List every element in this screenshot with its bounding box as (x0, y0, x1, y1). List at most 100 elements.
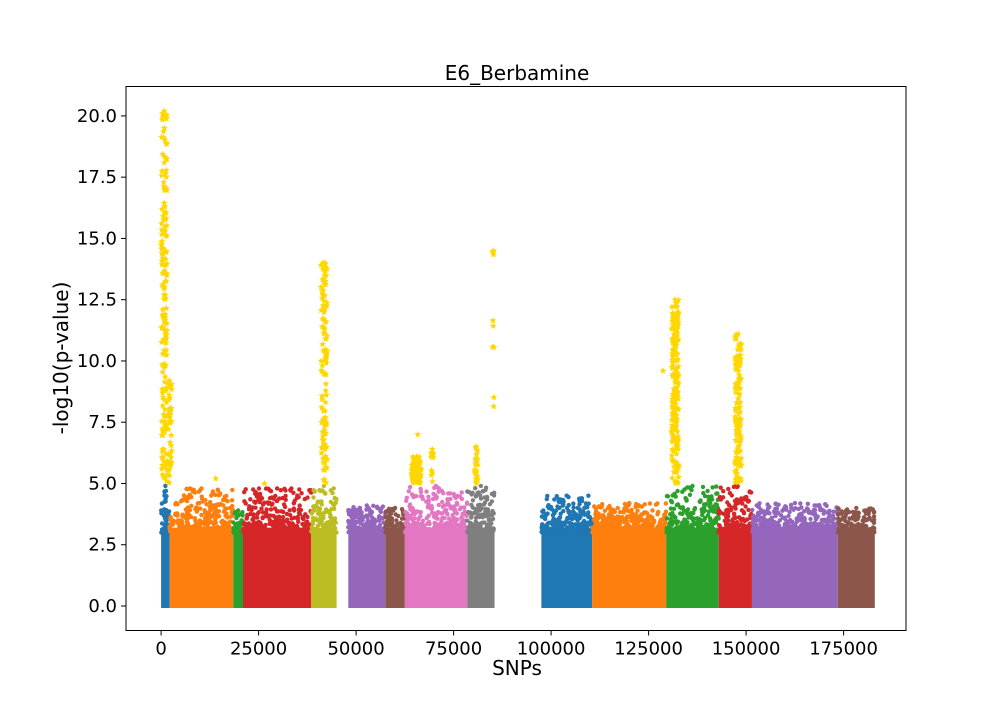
significant-snp-star (167, 462, 174, 469)
snp-point (267, 496, 273, 501)
snp-point (175, 529, 180, 534)
significant-snp-star (734, 346, 742, 353)
chromosome-15-points (836, 505, 877, 608)
snp-point (664, 493, 670, 499)
snp-point (464, 500, 470, 505)
snp-point (213, 506, 218, 511)
significant-snp-star (163, 398, 170, 406)
snp-point (204, 520, 210, 525)
chromosome-4-body (243, 527, 312, 608)
significant-snp-star (159, 431, 167, 438)
snp-point (686, 511, 692, 517)
snp-point (404, 498, 409, 503)
snp-point (487, 502, 493, 507)
snp-point (680, 505, 685, 510)
snp-point (334, 496, 339, 502)
snp-point (312, 489, 317, 494)
snp-point (816, 525, 821, 530)
y-tick-label: 12.5 (77, 290, 117, 311)
snp-point (426, 494, 431, 499)
significant-snp-star (161, 223, 169, 230)
snp-point (224, 493, 229, 499)
snp-point (702, 530, 707, 535)
snp-point (871, 520, 877, 525)
significant-snp-star (162, 335, 170, 342)
snp-point (194, 509, 200, 514)
significant-snp-star (160, 280, 167, 287)
significant-snp-star (673, 332, 680, 340)
significant-snp-star (472, 475, 480, 482)
snp-point (208, 507, 213, 513)
significant-snp-star (670, 463, 678, 470)
significant-snp-star (428, 445, 436, 453)
snp-point (318, 519, 323, 524)
snp-point (798, 501, 803, 506)
snp-point (838, 527, 843, 532)
snp-point (181, 493, 187, 498)
snp-point (248, 529, 254, 534)
snp-point (700, 484, 706, 490)
snp-point (796, 506, 801, 512)
snp-point (491, 493, 497, 498)
snp-point (256, 486, 262, 491)
snp-point (592, 525, 598, 531)
snp-point (796, 513, 802, 519)
snp-point (853, 526, 858, 532)
significant-snp-star (733, 399, 740, 406)
significant-snp-star (473, 450, 480, 458)
snp-point (617, 526, 622, 531)
snp-point (490, 508, 495, 514)
snp-point (707, 504, 712, 509)
snp-point (347, 526, 353, 532)
significant-snp-star (668, 325, 676, 332)
snp-point (481, 488, 486, 494)
snp-point (470, 526, 475, 532)
chromosome-5-body (311, 527, 337, 608)
snp-point (197, 530, 202, 535)
chromosome-13-points (716, 483, 754, 608)
significant-snp-star (158, 172, 166, 179)
snp-point (646, 530, 651, 535)
snp-point (483, 485, 489, 490)
snp-point (213, 517, 218, 522)
significant-snp-star (162, 255, 169, 262)
significant-snp-star (669, 409, 676, 417)
snp-point (455, 502, 460, 507)
snp-point (683, 496, 688, 501)
chromosome-11-points (590, 500, 669, 608)
snp-point (394, 518, 399, 523)
significant-snp-star (163, 232, 170, 240)
snp-point (802, 529, 808, 534)
snp-point (405, 513, 410, 519)
snp-point (386, 521, 391, 526)
significant-peak-9 (471, 443, 482, 487)
chromosome-9-body (467, 527, 495, 608)
snp-point (863, 511, 869, 516)
snp-point (708, 530, 713, 535)
snp-point (858, 525, 864, 530)
snp-point (718, 485, 723, 490)
y-tick-label: 5.0 (88, 473, 117, 494)
snp-point (559, 520, 564, 525)
snp-point (543, 516, 548, 522)
snp-point (750, 519, 755, 525)
snp-point (768, 520, 773, 525)
snp-point (198, 506, 203, 511)
snp-point (717, 523, 722, 528)
snp-point (230, 503, 235, 509)
snp-point (196, 489, 201, 494)
significant-snp-star (474, 461, 482, 468)
significant-snp-star (320, 414, 328, 422)
snp-point (587, 530, 592, 535)
snp-point (436, 502, 441, 508)
snp-point (715, 491, 720, 496)
significant-snp-star (159, 254, 166, 261)
significant-snp-star (735, 448, 742, 456)
snp-point (552, 497, 557, 502)
significant-snp-star (319, 340, 326, 348)
snp-point (478, 530, 483, 535)
snp-point (199, 494, 204, 499)
significant-peak-4 (261, 479, 268, 487)
snp-point (377, 522, 383, 528)
significant-snp-star (163, 115, 170, 122)
